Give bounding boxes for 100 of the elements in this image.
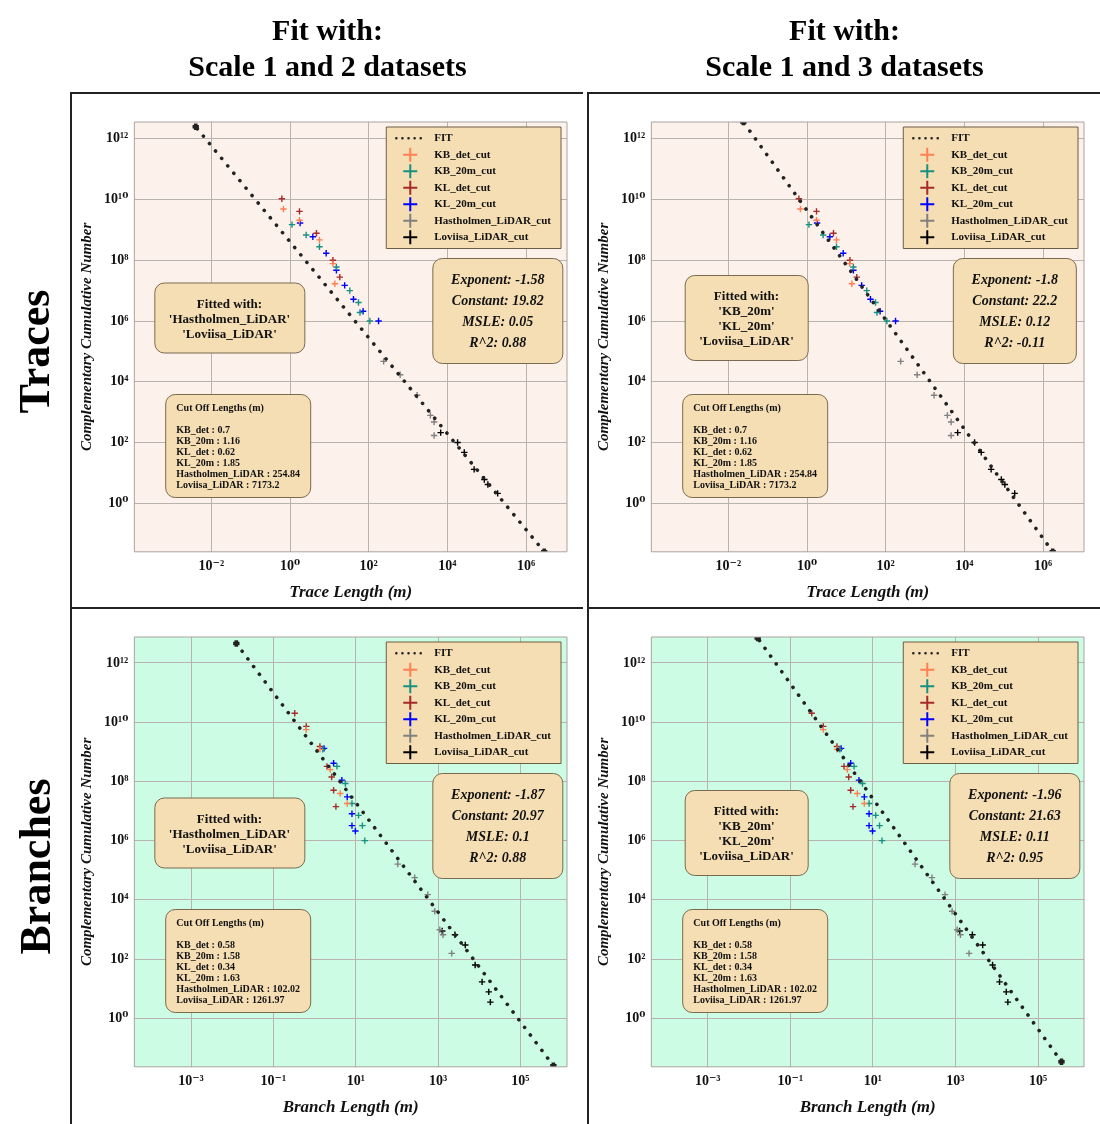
x-tick-label: 10³ xyxy=(428,1072,448,1088)
chart-title: Fit with: Scale 1 and 2 datasets xyxy=(187,12,468,84)
legend-label: Hastholmen_LiDAR_cut xyxy=(951,213,1069,226)
y-tick-label: 10¹² xyxy=(105,654,129,670)
y-tick-label: 10⁶ xyxy=(110,312,129,328)
legend-label: KL_20m_cut xyxy=(434,197,497,210)
x-tick-label: 10⁶ xyxy=(516,557,536,573)
y-axis-title: Complementary Cumulative Number xyxy=(594,222,611,452)
x-tick-label: 10² xyxy=(876,557,895,573)
x-tick-label: 10⁵ xyxy=(511,1072,530,1088)
y-tick-label: 10¹⁰ xyxy=(103,713,129,729)
legend-label: Loviisa_LiDAR_cut xyxy=(951,230,1046,243)
y-tick-label: 10⁸ xyxy=(627,772,646,788)
x-tick-label: 10⁰ xyxy=(796,557,818,573)
y-tick-label: 10¹² xyxy=(105,130,129,146)
annotation: Exponent: -1.96 Constant: 21.63 MSLE: 0.11 R^2: 0.95 xyxy=(949,773,1081,880)
x-tick-label: 10¹ xyxy=(346,1072,365,1088)
text: Branches xyxy=(9,778,61,955)
y-tick-label: 10⁴ xyxy=(627,373,647,389)
x-tick-label: 10¹ xyxy=(863,1072,882,1088)
annotation: Exponent: -1.58 Constant: 19.82 MSLE: 0.05 R^2: 0.88 xyxy=(432,258,564,365)
legend-label: KB_20m_cut xyxy=(951,164,1014,177)
legend-label: Hastholmen_LiDAR_cut xyxy=(434,213,552,226)
y-tick-label: 10² xyxy=(110,434,129,450)
text: Traces xyxy=(9,289,61,414)
legend-label: Loviisa_LiDAR_cut xyxy=(951,745,1046,758)
y-axis-title: Complementary Cumulative Number xyxy=(77,737,94,967)
legend-label: KB_20m_cut xyxy=(434,164,497,177)
legend-label: KL_20m_cut xyxy=(434,712,497,725)
y-tick-label: 10⁶ xyxy=(110,832,129,848)
y-tick-label: 10⁴ xyxy=(110,891,130,907)
legend-label: FIT xyxy=(434,646,454,659)
y-tick-label: 10¹⁰ xyxy=(103,191,129,207)
annotation: Cut Off Lengths (m) KB_det : 0.7 KB_20m : 1.16 KL_det : 0.62 KL_20m : 1.85 Hastholmen_LiDAR : 254.84 Loviisa_LiDAR : 7173.2 xyxy=(682,394,828,499)
legend-label: Hastholmen_LiDAR_cut xyxy=(951,728,1069,741)
annotation: Fitted with: 'KB_20m' 'KL_20m' 'Loviisa_LiDAR' xyxy=(684,789,809,876)
annotation: Exponent: -1.87 Constant: 20.97 MSLE: 0.1 R^2: 0.88 xyxy=(432,773,564,880)
x-tick-label: 10⁻¹ xyxy=(777,1072,804,1088)
legend-label: KL_20m_cut xyxy=(951,712,1014,725)
legend-label: KL_det_cut xyxy=(951,695,1008,708)
y-tick-label: 10² xyxy=(627,434,646,450)
x-tick-label: 10⁴ xyxy=(438,557,458,573)
legend-label: KL_det_cut xyxy=(434,180,491,193)
legend-label: FIT xyxy=(951,131,971,144)
legend-label: Loviisa_LiDAR_cut xyxy=(434,745,529,758)
y-tick-label: 10¹² xyxy=(622,654,646,670)
x-tick-label: 10⁴ xyxy=(955,557,975,573)
chart-title: Fit with: Scale 1 and 3 datasets xyxy=(704,12,985,84)
annotation: Cut Off Lengths (m) KB_det : 0.58 KB_20m : 1.58 KL_det : 0.34 KL_20m : 1.63 Hastholmen_LiDAR : 102.02 Loviisa_LiDAR : 1261.97 xyxy=(165,909,311,1014)
x-axis-title: Branch Length (m) xyxy=(798,1097,936,1117)
x-tick-label: 10⁻³ xyxy=(694,1072,721,1088)
y-tick-label: 10⁸ xyxy=(627,251,646,267)
x-tick-label: 10⁰ xyxy=(279,557,301,573)
annotation: Fitted with: 'Hastholmen_LiDAR' 'Loviisa_LiDAR' xyxy=(153,797,306,869)
annotation: Fitted with: 'KB_20m' 'KL_20m' 'Loviisa_LiDAR' xyxy=(684,274,809,361)
annotation: Cut Off Lengths (m) KB_det : 0.58 KB_20m : 1.58 KL_det : 0.34 KL_20m : 1.63 Hastholmen_LiDAR : 102.02 Loviisa_LiDAR : 1261.97 xyxy=(682,909,828,1014)
y-tick-label: 10⁸ xyxy=(110,772,129,788)
x-tick-label: 10³ xyxy=(946,1072,965,1088)
y-axis-title: Complementary Cumulative Number xyxy=(77,222,94,452)
legend-label: KL_20m_cut xyxy=(951,197,1014,210)
annotation: Cut Off Lengths (m) KB_det : 0.7 KB_20m : 1.16 KL_det : 0.62 KL_20m : 1.85 Hastholmen_LiDAR : 254.84 Loviisa_LiDAR : 7173.2 xyxy=(165,394,311,499)
y-tick-label: 10² xyxy=(110,950,129,966)
y-tick-label: 10¹⁰ xyxy=(620,191,646,207)
x-tick-label: 10² xyxy=(359,557,378,573)
legend-label: KB_det_cut xyxy=(434,662,491,675)
annotation: Exponent: -1.8 Constant: 22.2 MSLE: 0.12 R^2: -0.11 xyxy=(952,258,1077,365)
legend-label: Hastholmen_LiDAR_cut xyxy=(434,728,552,741)
y-tick-label: 10⁰ xyxy=(108,1009,129,1025)
legend-label: KB_det_cut xyxy=(951,147,1008,160)
y-tick-label: 10² xyxy=(627,950,646,966)
y-tick-label: 10⁰ xyxy=(108,494,129,510)
x-tick-label: 10⁻¹ xyxy=(260,1072,287,1088)
x-tick-label: 10⁻² xyxy=(198,557,225,573)
x-tick-label: 10⁻² xyxy=(715,557,742,573)
legend-label: Loviisa_LiDAR_cut xyxy=(434,230,529,243)
x-tick-label: 10⁶ xyxy=(1033,557,1053,573)
y-tick-label: 10⁶ xyxy=(627,312,646,328)
y-tick-label: 10¹² xyxy=(622,130,646,146)
y-tick-label: 10⁶ xyxy=(627,832,646,848)
legend-label: FIT xyxy=(434,131,454,144)
y-tick-label: 10⁴ xyxy=(627,891,647,907)
legend-label: KL_det_cut xyxy=(951,180,1008,193)
legend-label: KB_det_cut xyxy=(434,147,491,160)
x-tick-label: 10⁻³ xyxy=(178,1072,204,1088)
x-axis-title: Trace Length (m) xyxy=(289,582,413,602)
x-axis-title: Branch Length (m) xyxy=(281,1097,419,1117)
legend-label: KB_20m_cut xyxy=(434,679,497,692)
legend-label: KL_det_cut xyxy=(434,695,491,708)
y-tick-label: 10⁴ xyxy=(110,373,130,389)
legend-label: KB_det_cut xyxy=(951,662,1008,675)
y-tick-label: 10⁰ xyxy=(625,1009,646,1025)
y-tick-label: 10¹⁰ xyxy=(620,713,646,729)
y-tick-label: 10⁰ xyxy=(625,494,646,510)
legend-label: FIT xyxy=(951,646,971,659)
legend-label: KB_20m_cut xyxy=(951,679,1014,692)
y-axis-title: Complementary Cumulative Number xyxy=(594,737,611,967)
y-tick-label: 10⁸ xyxy=(110,251,129,267)
x-axis-title: Trace Length (m) xyxy=(806,582,930,602)
x-tick-label: 10⁵ xyxy=(1028,1072,1048,1088)
annotation: Fitted with: 'Hastholmen_LiDAR' 'Loviisa_LiDAR' xyxy=(153,282,306,354)
